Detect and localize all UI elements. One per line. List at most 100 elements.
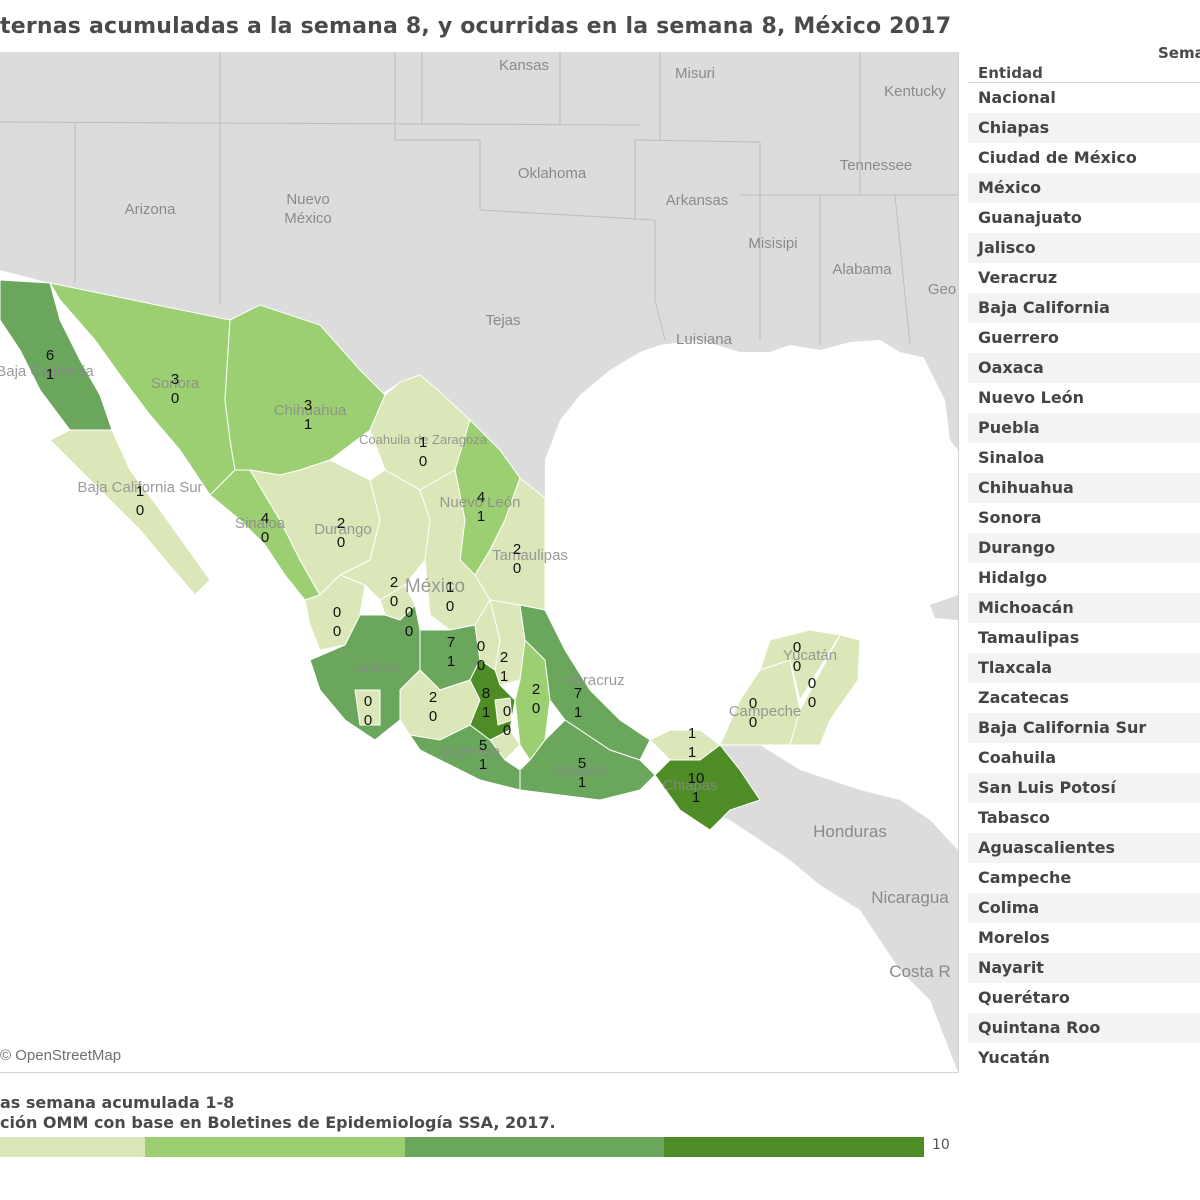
value-week: 1	[477, 508, 485, 525]
table-row[interactable]: México	[968, 173, 1200, 203]
table-row[interactable]: Puebla	[968, 413, 1200, 443]
map-label: Misuri	[675, 65, 715, 82]
value-week: 0	[446, 598, 454, 615]
page-title: ternas acumuladas a la semana 8, y ocurr…	[0, 14, 952, 39]
value-week: 1	[479, 756, 487, 773]
map-label: Kentucky	[884, 83, 946, 100]
state-label: Baja California	[0, 363, 94, 380]
value-acc: 6	[46, 347, 54, 364]
usa-land	[0, 52, 958, 498]
table-row[interactable]: Tamaulipas	[978, 628, 1080, 647]
table-row[interactable]: Campeche	[978, 868, 1072, 887]
state-label: Durango	[314, 521, 372, 538]
table-row[interactable]: Aguascalientes	[968, 833, 1200, 863]
value-acc: 4	[477, 489, 485, 506]
table-row[interactable]: Sinaloa	[978, 448, 1045, 467]
map-label: Costa R	[889, 962, 950, 981]
value-week: 0	[419, 453, 427, 470]
table-row[interactable]: Quintana Roo	[968, 1013, 1200, 1043]
value-acc: 2	[390, 574, 398, 591]
value-acc: 7	[447, 634, 455, 651]
table-row[interactable]: Hidalgo	[978, 568, 1048, 587]
map-attribution[interactable]: © OpenStreetMap	[0, 1047, 122, 1064]
state-label: Sinaloa	[235, 515, 286, 532]
map-label: Arizona	[125, 201, 177, 218]
value-week: 0	[333, 623, 341, 640]
table-row[interactable]: Nacional	[978, 88, 1056, 107]
table-row[interactable]: Baja California Sur	[968, 713, 1200, 743]
value-acc: 2	[337, 515, 345, 532]
table-row[interactable]: Nayarit	[968, 953, 1200, 983]
mexico-states	[0, 279, 861, 831]
table-row[interactable]: Oaxaca	[968, 353, 1200, 383]
choropleth-map[interactable]: Kansas Misuri Kentucky Oklahoma Tennesse…	[0, 52, 959, 1073]
table-row[interactable]: Querétaro	[978, 988, 1070, 1007]
value-acc: 0	[364, 693, 372, 710]
value-acc: 3	[171, 371, 179, 388]
table-row[interactable]: Michoacán	[968, 593, 1200, 623]
value-week: 1	[500, 668, 508, 685]
value-acc: 1	[136, 483, 144, 500]
value-week: 1	[578, 774, 586, 791]
value-week: 1	[688, 744, 696, 761]
table-row[interactable]: Chiapas	[968, 113, 1200, 143]
table-row[interactable]: Jalisco	[968, 233, 1200, 263]
table-row[interactable]: Yucatán	[978, 1048, 1050, 1067]
entity-table: Entidad Nacional Chiapas Ciudad de México M…	[968, 62, 1200, 1073]
table-column-header-semana: Sema	[1158, 44, 1200, 62]
map-label: Arkansas	[666, 192, 729, 209]
state-label: México	[405, 576, 465, 597]
value-week: 0	[337, 534, 345, 551]
value-week: 0	[749, 714, 757, 731]
scale-step-1	[0, 1137, 145, 1157]
map-label: Oklahoma	[518, 165, 587, 182]
scale-max-label: 10	[932, 1137, 950, 1153]
scale-step-4	[664, 1137, 924, 1157]
value-acc: 5	[479, 737, 487, 754]
value-acc: 4	[261, 510, 269, 527]
table-row[interactable]: Sonora	[978, 508, 1042, 527]
value-week: 1	[692, 789, 700, 806]
value-acc: 2	[500, 649, 508, 666]
source-note: ción OMM con base en Boletines de Epidem…	[0, 1113, 556, 1132]
map-labels: Kansas Misuri Kentucky Oklahoma Tennesse…	[125, 57, 957, 981]
state-label: Nuevo León	[440, 494, 521, 511]
table-row[interactable]: Zacatecas	[978, 688, 1069, 707]
value-acc: 3	[304, 397, 312, 414]
state-label: Guerrero	[440, 743, 500, 760]
state-label: Jalisco	[352, 659, 398, 676]
table-row[interactable]: Guanajuato	[978, 208, 1082, 227]
table-row[interactable]: Chihuahua	[968, 473, 1200, 503]
state-label: Oaxaca	[554, 762, 606, 779]
table-row[interactable]: Ciudad de México	[978, 148, 1137, 167]
map-label: Geo	[928, 281, 956, 298]
map-label: Tennessee	[840, 157, 913, 174]
table-row[interactable]: Colima	[968, 893, 1200, 923]
table-row[interactable]: Morelos	[978, 928, 1050, 947]
table-row[interactable]: Coahuila	[978, 748, 1057, 767]
legend-title: as semana acumulada 1-8	[0, 1093, 235, 1112]
map-label: Misisipi	[748, 235, 797, 252]
value-week: 0	[364, 712, 372, 729]
state-label: Sonora	[151, 375, 200, 392]
state-quintana-roo	[789, 634, 861, 746]
value-acc: 0	[793, 639, 801, 656]
value-week: 0	[390, 593, 398, 610]
value-acc: 0	[503, 703, 511, 720]
value-acc: 2	[513, 541, 521, 558]
value-acc: 1	[419, 434, 427, 451]
value-week: 0	[808, 694, 816, 711]
value-week: 1	[46, 366, 54, 383]
table-row[interactable]: Durango	[968, 533, 1200, 563]
table-row[interactable]: Guerrero	[978, 328, 1059, 347]
table-row[interactable]: San Luis Potosí	[968, 773, 1200, 803]
state-campeche	[719, 659, 801, 746]
table-row[interactable]: Tlaxcala	[968, 653, 1200, 683]
table-row[interactable]: Veracruz	[978, 268, 1058, 287]
state-cdmx	[494, 697, 513, 726]
table-row[interactable]: Tabasco	[978, 808, 1050, 827]
table-row[interactable]: Nuevo León	[978, 388, 1085, 407]
scale-step-2	[145, 1137, 405, 1157]
table-row[interactable]: Baja California	[968, 293, 1200, 323]
value-acc: 8	[482, 685, 490, 702]
